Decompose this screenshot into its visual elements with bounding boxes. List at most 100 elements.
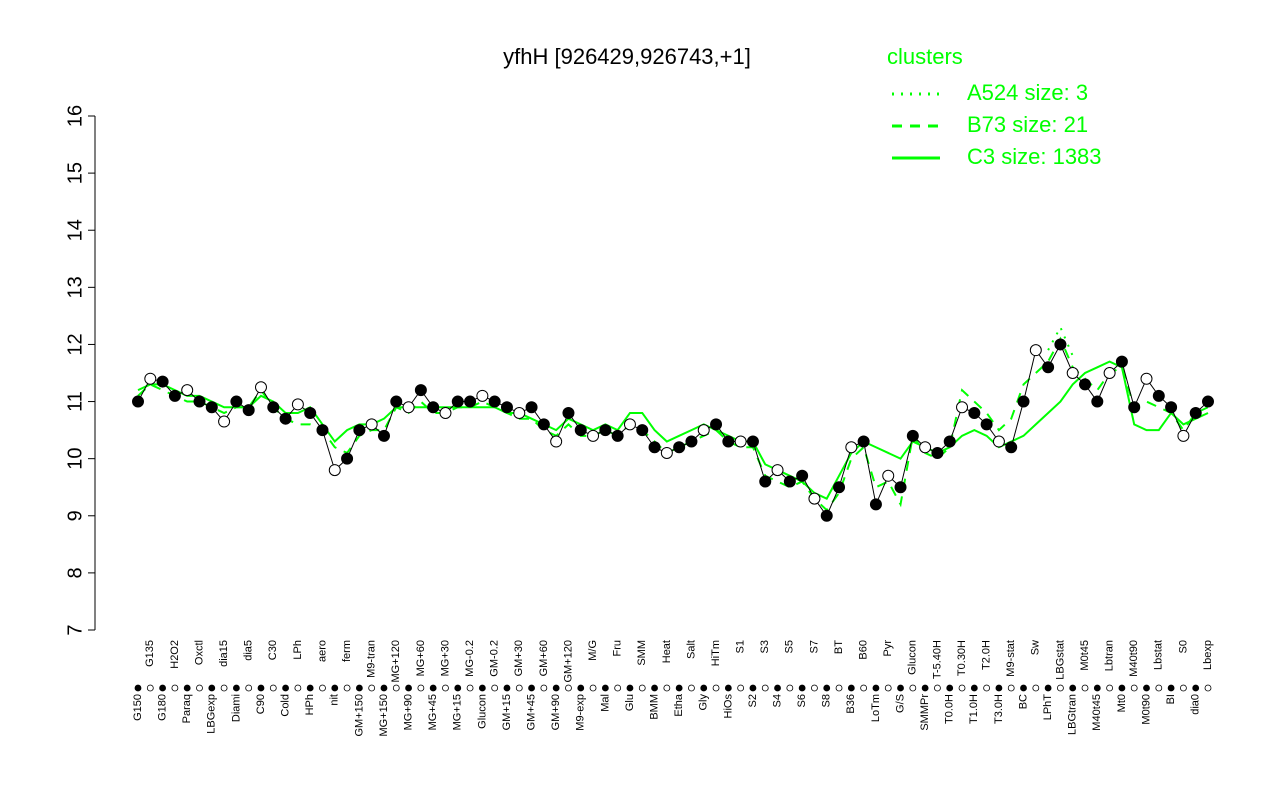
- x-tick-label: GM+45: [525, 694, 537, 730]
- x-tick-label: Lbtran: [1104, 640, 1116, 671]
- x-marker: [565, 684, 572, 692]
- data-point: [513, 406, 526, 419]
- x-marker: [909, 684, 917, 692]
- x-tick-label: LoTm: [870, 694, 882, 722]
- x-marker: [146, 684, 154, 692]
- data-point: [919, 441, 932, 454]
- data-point: [1042, 361, 1055, 374]
- data-point: [254, 381, 267, 394]
- x-marker: [245, 684, 253, 692]
- data-point: [599, 424, 612, 437]
- x-tick-label: nit: [329, 694, 341, 706]
- x-marker: [454, 684, 462, 692]
- x-marker: [811, 684, 818, 692]
- chart-title: yfhH [926429,926743,+1]: [503, 44, 751, 69]
- x-marker: [392, 684, 400, 692]
- data-point: [537, 418, 550, 431]
- legend-title: clusters: [887, 44, 963, 69]
- x-marker: [1155, 684, 1163, 692]
- data-point: [956, 401, 969, 414]
- data-point: [673, 441, 686, 454]
- x-marker: [835, 684, 843, 692]
- data-line: [137, 343, 1209, 517]
- data-point: [623, 418, 636, 431]
- x-marker: [921, 684, 929, 692]
- data-point: [218, 415, 231, 428]
- data-point: [365, 418, 378, 431]
- x-tick-label: T0.0H: [944, 694, 956, 724]
- x-marker: [208, 684, 216, 692]
- x-tick-label: T1.0H: [968, 694, 980, 724]
- x-tick-label: LPh: [292, 640, 304, 660]
- x-marker: [515, 684, 523, 692]
- x-marker: [1032, 684, 1040, 692]
- x-tick-label: MG-0.2: [464, 640, 476, 677]
- data-point: [783, 475, 796, 488]
- data-point: [242, 404, 255, 417]
- x-marker: [442, 684, 449, 692]
- x-marker: [269, 684, 277, 692]
- data-point: [279, 412, 292, 425]
- x-tick-label: S8: [821, 694, 833, 707]
- x-marker: [589, 684, 597, 692]
- x-tick-label: C90: [255, 694, 267, 714]
- x-marker: [491, 684, 499, 692]
- x-tick-label: Paraq: [181, 694, 193, 723]
- x-tick-label: M0t90: [1140, 694, 1152, 725]
- x-tick-label: MG+45: [427, 694, 439, 730]
- x-tick-label: dia0: [1190, 694, 1202, 715]
- x-marker: [282, 684, 289, 692]
- x-tick-label: MG+15: [452, 694, 464, 730]
- x-marker: [761, 684, 769, 692]
- data-point: [882, 469, 895, 482]
- data-point: [869, 498, 882, 511]
- x-tick-label: Oxctl: [193, 640, 205, 665]
- x-tick-label: MG+60: [415, 640, 427, 676]
- data-point: [820, 509, 833, 522]
- data-point: [353, 424, 366, 437]
- data-point: [181, 384, 194, 397]
- data-point: [439, 406, 452, 419]
- data-point: [796, 469, 809, 482]
- x-tick-label: GM+60: [538, 640, 550, 676]
- x-tick-label: SMM: [636, 640, 648, 666]
- x-tick-label: S4: [771, 694, 783, 707]
- x-tick-label: T3.0H: [993, 694, 1005, 724]
- x-marker: [749, 684, 757, 692]
- data-point: [1140, 372, 1153, 385]
- x-marker: [417, 684, 425, 692]
- x-marker: [1180, 684, 1187, 692]
- data-point: [980, 418, 993, 431]
- x-tick-label: MG+90: [402, 694, 414, 730]
- data-point: [746, 435, 759, 448]
- x-marker: [983, 684, 991, 692]
- x-tick-label: S5: [784, 640, 796, 653]
- x-marker: [675, 684, 683, 692]
- x-tick-label: S2: [747, 694, 759, 707]
- data-point: [943, 435, 956, 448]
- data-point: [906, 429, 919, 442]
- data-point: [1152, 389, 1165, 402]
- data-point: [500, 401, 513, 414]
- data-point: [476, 389, 489, 402]
- x-tick-label: S6: [796, 694, 808, 707]
- x-marker: [651, 684, 658, 692]
- data-point: [759, 475, 772, 488]
- x-marker: [995, 684, 1003, 692]
- y-tick-label: 7: [64, 624, 86, 635]
- x-marker: [1192, 684, 1200, 692]
- x-tick-label: GM+30: [513, 640, 525, 676]
- x-tick-label: G135: [144, 640, 156, 667]
- x-marker: [257, 684, 265, 692]
- x-marker: [700, 684, 708, 692]
- data-point: [845, 441, 858, 454]
- x-tick-label: BMM: [648, 694, 660, 720]
- data-point: [427, 401, 440, 414]
- data-point: [562, 406, 575, 419]
- x-marker: [970, 684, 978, 692]
- data-point: [464, 395, 477, 408]
- y-tick-label: 8: [64, 567, 86, 578]
- x-marker: [638, 684, 646, 692]
- x-tick-label: M/G: [587, 640, 599, 661]
